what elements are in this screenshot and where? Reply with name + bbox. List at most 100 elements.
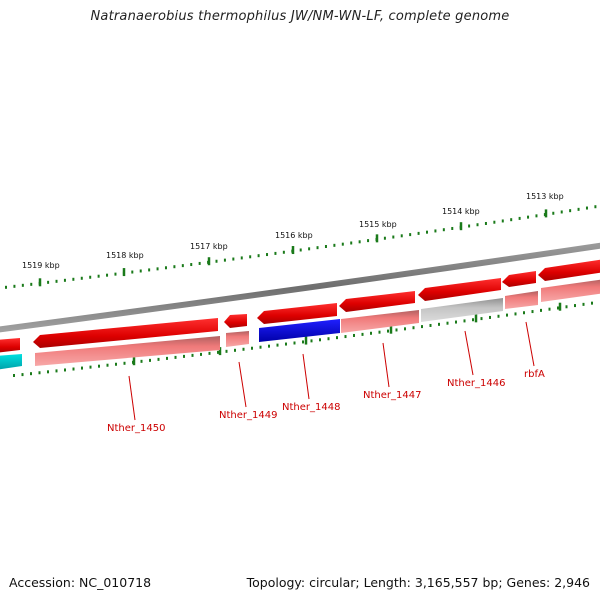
inner-minor-tick: [174, 355, 177, 359]
outer-minor-tick: [21, 283, 24, 287]
gene-block-next[interactable]: [541, 279, 600, 302]
inner-minor-tick: [429, 323, 432, 327]
gene-label-nther-1446[interactable]: Nther_1446: [447, 378, 505, 389]
gene-label-nther-1448[interactable]: Nther_1448: [282, 402, 340, 413]
outer-minor-tick: [510, 218, 513, 222]
inner-minor-tick: [412, 326, 415, 330]
inner-minor-tick: [157, 357, 160, 361]
inner-minor-tick: [259, 345, 262, 349]
gene-arrow-nther-1447[interactable]: [339, 291, 415, 312]
inner-minor-tick: [344, 335, 347, 339]
outer-minor-tick: [215, 259, 218, 263]
outer-minor-tick: [594, 205, 597, 209]
inner-minor-tick: [353, 333, 355, 337]
inner-minor-tick: [327, 337, 330, 341]
inner-minor-tick: [123, 361, 126, 365]
outer-minor-tick: [198, 261, 201, 265]
inner-minor-tick: [30, 372, 32, 376]
outer-major-tick: [207, 257, 211, 266]
outer-minor-tick: [282, 250, 285, 254]
scale-ticks: [5, 205, 597, 378]
inner-minor-tick: [302, 340, 304, 344]
gene-arrow-nther-1446[interactable]: [418, 278, 501, 301]
outer-minor-tick: [468, 224, 471, 228]
inner-minor-tick: [506, 313, 508, 317]
outer-minor-tick: [190, 263, 193, 267]
topology-text: Topology: circular; Length: 3,165,557 bp…: [246, 575, 590, 590]
outer-minor-tick: [426, 230, 428, 234]
outer-minor-tick: [308, 247, 311, 251]
outer-minor-tick: [518, 216, 521, 220]
gene-block-rbfa[interactable]: [505, 291, 538, 309]
gene-arrow-edge[interactable]: [0, 338, 20, 353]
outer-minor-tick: [80, 276, 83, 280]
inner-minor-tick: [285, 342, 287, 346]
outer-minor-tick: [89, 275, 92, 279]
inner-minor-tick: [336, 336, 338, 340]
inner-minor-tick: [140, 359, 143, 363]
inner-minor-tick: [523, 311, 525, 315]
gene-arrow-rbfa[interactable]: [502, 271, 536, 287]
inner-minor-tick: [166, 356, 168, 360]
inner-major-tick: [304, 336, 308, 345]
outer-minor-tick: [63, 278, 66, 282]
outer-minor-tick: [5, 285, 7, 289]
inner-minor-tick: [191, 353, 194, 357]
inner-minor-tick: [591, 301, 593, 305]
inner-minor-tick: [106, 363, 109, 367]
outer-major-tick: [122, 268, 126, 277]
outer-minor-tick: [333, 243, 336, 247]
outer-minor-tick: [156, 267, 159, 271]
outer-minor-tick: [316, 246, 319, 250]
gene-label-nther-1447[interactable]: Nther_1447: [363, 390, 421, 401]
inner-minor-tick: [489, 315, 491, 319]
outer-minor-tick: [240, 256, 243, 260]
gene-block-nther-1448[interactable]: [259, 319, 340, 342]
inner-minor-tick: [574, 304, 576, 308]
gene-labels: Nther_1450 Nther_1449 Nther_1448 Nther_1…: [107, 369, 545, 434]
label-leaders: [128, 321, 535, 421]
inner-minor-tick: [310, 339, 313, 343]
inner-minor-tick: [540, 308, 542, 312]
scale-labels: 1519 kbp 1518 kbp 1517 kbp 1516 kbp 1515…: [22, 192, 564, 270]
inner-minor-tick: [446, 321, 449, 325]
scale-label-1517: 1517 kbp: [190, 242, 228, 251]
outer-minor-tick: [274, 251, 277, 255]
outer-minor-tick: [47, 280, 50, 284]
inner-minor-tick: [548, 307, 551, 311]
outer-minor-tick: [451, 226, 454, 230]
inner-minor-tick: [47, 370, 49, 374]
gene-block-cyan[interactable]: [0, 354, 22, 370]
gene-block-nther-1446[interactable]: [421, 298, 503, 322]
inner-minor-tick: [72, 367, 75, 371]
gene-label-rbfa[interactable]: rbfA: [524, 369, 545, 380]
gene-arrow-nther-1449[interactable]: [224, 314, 247, 328]
gene-arrow-next[interactable]: [538, 259, 600, 281]
scale-label-1516: 1516 kbp: [275, 231, 313, 240]
gene-label-nther-1450[interactable]: Nther_1450: [107, 423, 165, 434]
inner-minor-tick: [378, 330, 381, 334]
gene-label-nther-1449[interactable]: Nther_1449: [219, 410, 277, 421]
inner-minor-tick: [268, 344, 270, 348]
outer-minor-tick: [131, 270, 134, 274]
inner-minor-tick: [13, 374, 15, 378]
outer-minor-tick: [442, 228, 445, 232]
forward-gene-track: [0, 259, 600, 353]
inner-minor-tick: [200, 352, 202, 356]
outer-minor-tick: [367, 239, 370, 243]
inner-minor-tick: [38, 371, 41, 375]
inner-minor-tick: [98, 364, 100, 368]
inner-minor-tick: [89, 365, 92, 369]
inner-major-tick: [558, 302, 562, 311]
gene-block-nther-1447[interactable]: [341, 310, 419, 333]
gene-block-nther-1449[interactable]: [226, 331, 249, 347]
gene-arrow-nther-1450[interactable]: [33, 318, 218, 348]
accession-text: Accession: NC_010718: [9, 575, 152, 590]
outer-minor-tick: [266, 253, 269, 257]
inner-minor-tick: [21, 373, 24, 377]
inner-minor-tick: [438, 322, 440, 326]
inner-minor-tick: [276, 343, 279, 347]
outer-minor-tick: [114, 272, 117, 276]
gene-arrow-nther-1448[interactable]: [257, 303, 337, 324]
gene-block-nther-1450[interactable]: [35, 336, 220, 366]
